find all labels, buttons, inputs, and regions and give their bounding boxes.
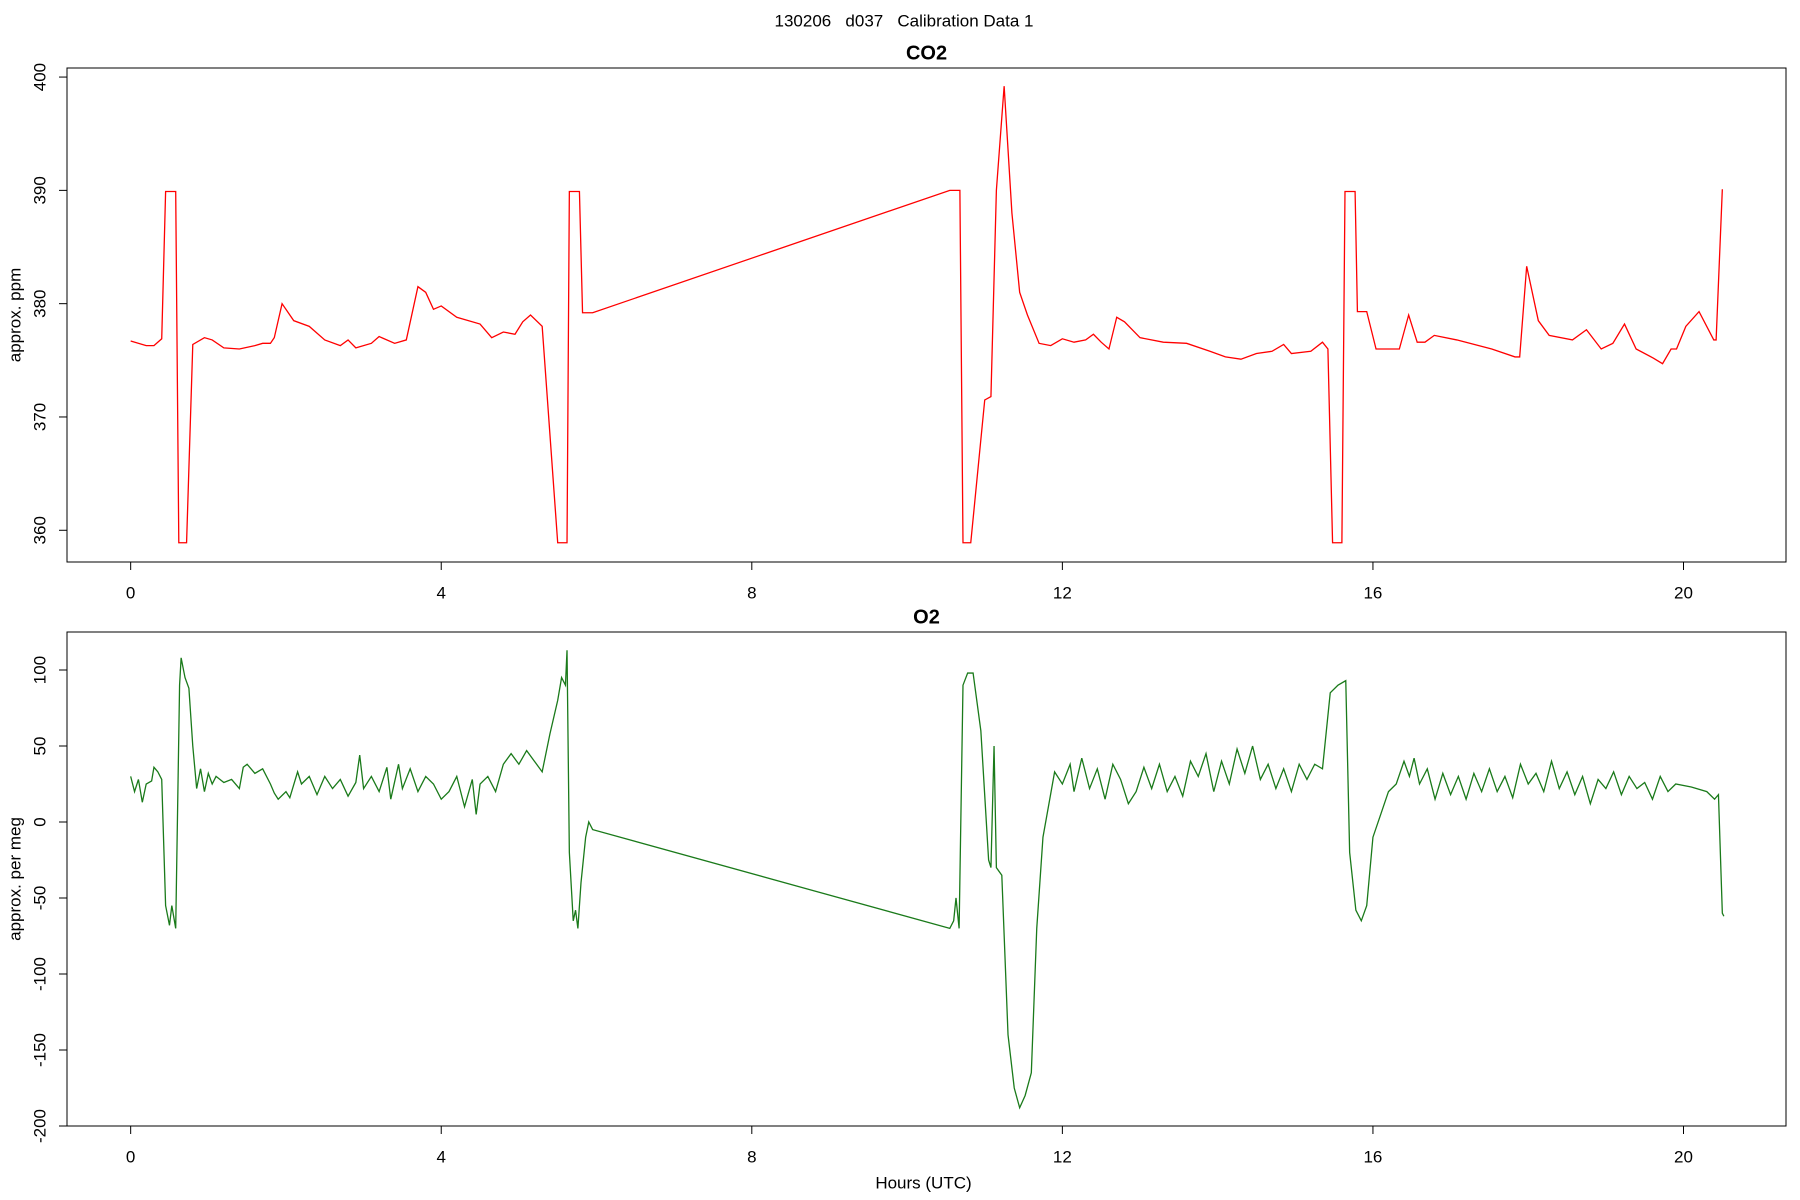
data-line (130, 86, 1723, 544)
x-tick-label: 16 (1363, 1147, 1382, 1166)
y-tick-label: -100 (30, 957, 49, 991)
data-line (130, 650, 1725, 1110)
y-tick-label: 380 (30, 289, 49, 317)
y-tick-label: 400 (30, 63, 49, 91)
y-tick-label: 370 (30, 403, 49, 431)
plot-frame (66, 631, 1787, 1127)
y-tick-label: 50 (30, 737, 49, 756)
subplot-title: O2 (913, 606, 940, 628)
y-tick-label: 390 (30, 176, 49, 204)
y-tick-label: 100 (30, 656, 49, 684)
y-tick-label: 0 (30, 817, 49, 826)
y-tick-label: -50 (30, 886, 49, 911)
plot-frame (66, 67, 1787, 563)
y-tick-label: -200 (30, 1109, 49, 1143)
y-tick-label: -150 (30, 1033, 49, 1067)
y-axis-label: approx. ppm (5, 268, 24, 363)
x-tick-label: 20 (1674, 583, 1693, 602)
x-tick-label: 16 (1363, 583, 1382, 602)
x-tick-label: 8 (747, 1147, 756, 1166)
x-tick-label: 4 (437, 1147, 446, 1166)
x-tick-label: 0 (126, 1147, 135, 1166)
x-tick-label: 4 (437, 583, 446, 602)
x-tick-label: 20 (1674, 1147, 1693, 1166)
page-title: 130206 d037 Calibration Data 1 (775, 11, 1034, 30)
subplot-title: CO2 (906, 42, 947, 64)
y-axis-label: approx. per meg (5, 817, 24, 941)
x-tick-label: 0 (126, 583, 135, 602)
x-tick-label: 8 (747, 583, 756, 602)
y-tick-label: 360 (30, 516, 49, 544)
x-tick-label: 12 (1053, 583, 1072, 602)
x-axis-label: Hours (UTC) (875, 1173, 971, 1192)
x-tick-label: 12 (1053, 1147, 1072, 1166)
